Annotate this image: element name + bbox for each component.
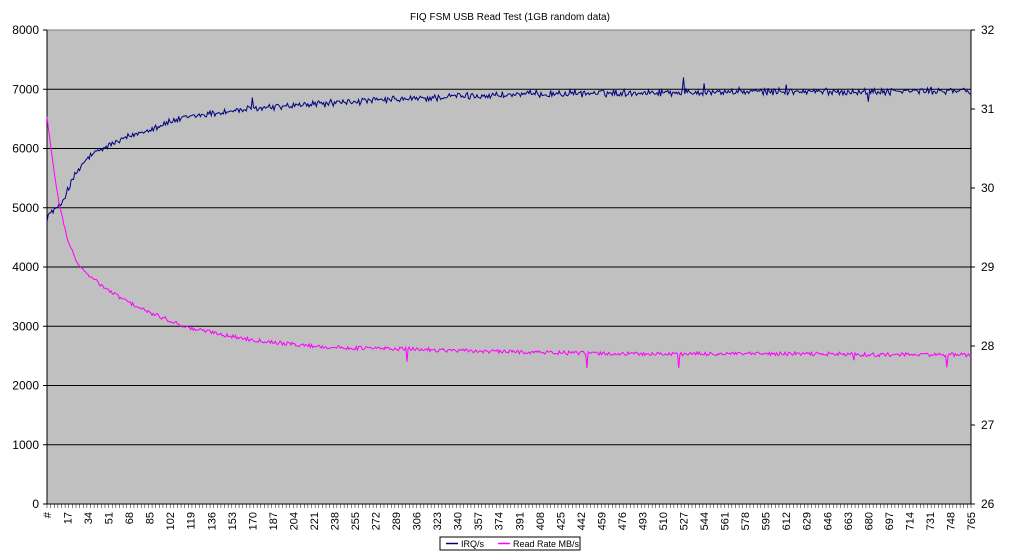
x-tick-label: 731 (925, 512, 937, 530)
y2-tick-label: 26 (981, 497, 995, 511)
y-tick-label: 4000 (12, 260, 39, 274)
x-tick-label: 357 (473, 512, 485, 530)
x-tick-label: 527 (679, 512, 691, 530)
y-tick-label: 1000 (12, 438, 39, 452)
x-tick-label: 187 (268, 512, 280, 530)
x-tick-label: 663 (843, 512, 855, 530)
x-tick-label: 612 (781, 512, 793, 530)
legend-label-1: Read Rate MB/s (513, 539, 580, 549)
x-tick-label: 476 (617, 512, 629, 530)
x-tick-label: 459 (596, 512, 608, 530)
x-tick-label: 136 (206, 512, 218, 530)
x-tick-label: 51 (104, 512, 116, 524)
x-tick-label: 493 (638, 512, 650, 530)
x-tick-label: 714 (904, 512, 916, 530)
x-tick-label: 578 (740, 512, 752, 530)
x-tick-label: 306 (412, 512, 424, 530)
y-tick-label: 0 (32, 497, 39, 511)
x-tick-label: 544 (699, 512, 711, 530)
y2-tick-label: 30 (981, 181, 995, 195)
y2-tick-label: 31 (981, 102, 995, 116)
chart-title: FIQ FSM USB Read Test (1GB random data) (410, 12, 610, 23)
y2-tick-label: 32 (981, 23, 995, 37)
x-tick-label: 391 (514, 512, 526, 530)
series-line-1 (46, 116, 972, 369)
y-tick-label: 3000 (12, 319, 39, 333)
x-tick-label: 204 (288, 512, 300, 530)
x-tick-label: 765 (966, 512, 978, 530)
x-tick-label: 374 (494, 512, 506, 530)
x-tick-label: 119 (186, 512, 198, 530)
x-tick-label: 510 (658, 512, 670, 530)
x-tick-label: 221 (309, 512, 321, 530)
x-tick-label: 646 (822, 512, 834, 530)
x-tick-label: 323 (432, 512, 444, 530)
x-tick-label: 595 (761, 512, 773, 530)
series-layer (46, 77, 972, 369)
x-tick-label: 425 (555, 512, 567, 530)
x-tick-label: 408 (535, 512, 547, 530)
legend: IRQ/s Read Rate MB/s (439, 536, 581, 551)
x-tick-label: 340 (453, 512, 465, 530)
x-tick-label: 442 (576, 512, 588, 530)
series-line-0 (46, 77, 972, 223)
x-tick-label: 680 (863, 512, 875, 530)
x-tick-label: 17 (63, 512, 75, 524)
x-tick-label: 289 (391, 512, 403, 530)
y-tick-label: 6000 (12, 142, 39, 156)
x-minor-ticks (46, 504, 972, 508)
x-tick-label: # (42, 511, 54, 518)
x-tick-label: 170 (247, 512, 259, 530)
y-tick-label: 5000 (12, 201, 39, 215)
x-tick-label: 272 (371, 512, 383, 530)
x-tick-label: 34 (83, 512, 95, 524)
y2-tick-label: 29 (981, 260, 995, 274)
y-tick-label: 2000 (12, 379, 39, 393)
gridlines (47, 88, 971, 446)
y2-tick-label: 27 (981, 418, 995, 432)
y-tick-label: 8000 (12, 23, 39, 37)
x-tick-label: 629 (802, 512, 814, 530)
x-tick-label: 697 (884, 512, 896, 530)
legend-label-0: IRQ/s (461, 539, 485, 549)
y-tick-label: 7000 (12, 82, 39, 96)
axes: 0 1000 2000 3000 4000 5000 6000 7000 8000 26 27 28 2… (12, 23, 994, 530)
x-tick-label: 153 (227, 512, 239, 530)
x-tick-label: 561 (720, 512, 732, 530)
x-tick-label: 238 (330, 512, 342, 530)
y2-tick-label: 28 (981, 339, 995, 353)
x-tick-label: 68 (124, 512, 136, 524)
x-tick-label: 85 (145, 512, 157, 524)
x-tick-label: 255 (350, 512, 362, 530)
x-tick-label: 748 (946, 512, 958, 530)
x-tick-label: 102 (165, 512, 177, 530)
